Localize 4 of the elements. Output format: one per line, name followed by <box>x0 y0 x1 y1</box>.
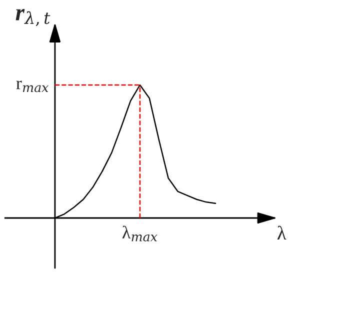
annotation: λ$_{max}$ <box>122 226 158 242</box>
x-axis-title: λ <box>277 226 286 240</box>
y-axis-title: r$_{λ,t}$ <box>16 9 50 26</box>
ref-line-label: r$_{max}$ <box>16 80 49 92</box>
